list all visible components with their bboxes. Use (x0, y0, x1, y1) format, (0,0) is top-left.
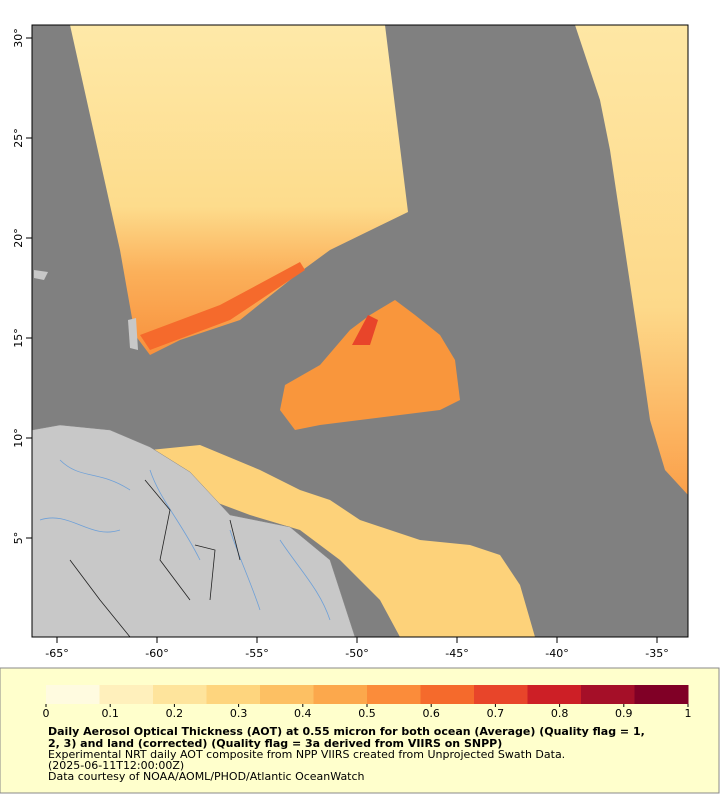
colorbar-step (206, 685, 261, 704)
caption-line: Experimental NRT daily AOT composite fro… (48, 748, 565, 761)
colorbar: 0 0.1 0.2 0.3 0.4 0.5 0.6 0.7 0.8 0.9 1 (43, 685, 692, 720)
aerosol-band (140, 262, 305, 350)
colorbar-tick-label: 0 (43, 707, 50, 720)
colorbar-step (527, 685, 582, 704)
aerosol-plume (280, 300, 460, 430)
x-tick-label: -45° (445, 647, 468, 660)
colorbar-step (153, 685, 207, 704)
y-tick-label: 20° (12, 228, 25, 248)
coastal-aerosol (150, 445, 535, 637)
colorbar-step (260, 685, 314, 704)
colorbar-tick-label: 0.4 (294, 707, 312, 720)
colorbar-step (634, 685, 689, 704)
colorbar-step (367, 685, 421, 704)
borders (69, 479, 241, 637)
colorbar-tick-label: 0.9 (615, 707, 633, 720)
swath-left (70, 25, 408, 355)
land (32, 424, 356, 637)
y-tick-label: 25° (12, 128, 25, 148)
island (128, 318, 138, 350)
y-tick-label: 10° (12, 428, 25, 448)
map-frame (31, 24, 689, 638)
y-tick-label: 5° (12, 532, 25, 545)
caption-line: (2025-06-11T12:00:00Z) (48, 759, 184, 772)
colorbar-step (46, 685, 100, 704)
colorbar-step (474, 685, 528, 704)
colorbar-tick-label: 0.6 (422, 707, 440, 720)
x-tick-label: -60° (145, 647, 168, 660)
y-tick-label: 15° (12, 328, 25, 348)
colorbar-tick-label: 0.3 (230, 707, 248, 720)
caption-title: Daily Aerosol Optical Thickness (AOT) at… (48, 725, 645, 738)
colorbar-tick-label: 0.2 (166, 707, 184, 720)
caption-title: 2, 3) and land (corrected) (Quality flag… (48, 737, 502, 750)
x-tick-label: -40° (545, 647, 568, 660)
colorbar-tick-label: 0.1 (101, 707, 119, 720)
colorbar-step (313, 685, 368, 704)
colorbar-step (420, 685, 475, 704)
map (32, 25, 688, 637)
x-tick-label: -50° (345, 647, 368, 660)
axes: -65° -60° -55° -50° -45° -40° -35° 5° 10° 15° 20° 2… (12, 28, 669, 660)
x-tick-label: -65° (45, 647, 68, 660)
colorbar-step (99, 685, 154, 704)
colorbar-step (581, 685, 635, 704)
island (34, 270, 48, 280)
caption-line: Data courtesy of NOAA/AOML/PHOD/Atlantic… (48, 770, 365, 783)
x-tick-label: -55° (245, 647, 268, 660)
aerosol-core (352, 315, 378, 345)
colorbar-tick-label: 0.7 (487, 707, 505, 720)
swath-right (575, 25, 688, 495)
x-tick-label: -35° (645, 647, 668, 660)
rivers (39, 459, 331, 621)
colorbar-tick-label: 0.8 (551, 707, 569, 720)
y-tick-label: 30° (12, 28, 25, 48)
colorbar-tick-label: 1 (685, 707, 692, 720)
colorbar-tick-label: 0.5 (358, 707, 376, 720)
